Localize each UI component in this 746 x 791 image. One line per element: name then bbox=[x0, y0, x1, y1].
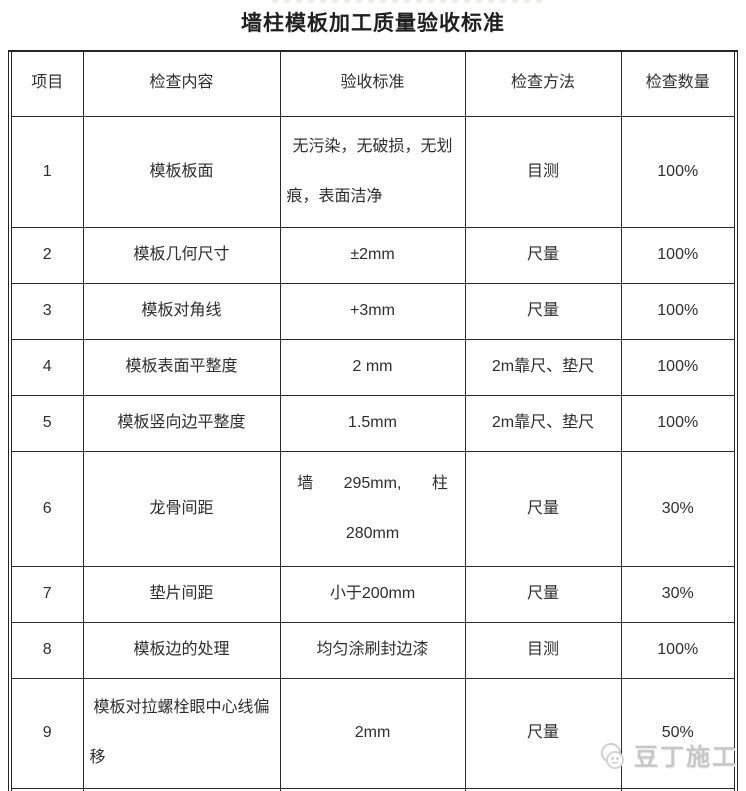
col-header-item: 项目 bbox=[12, 52, 84, 117]
cell-standard: 墙 295mm, 柱 280mm bbox=[279, 450, 466, 567]
cell-quantity: 100% bbox=[620, 226, 734, 284]
qa-table-outer-border: 项目 检查内容 验收标准 检查方法 检查数量 1 模板板面 无污染，无破损，无划… bbox=[8, 50, 738, 791]
cell-standard: 2mm bbox=[279, 677, 466, 789]
cell-content: 模板对角线 bbox=[82, 282, 281, 340]
cell-quantity: 100% bbox=[620, 621, 734, 679]
cell-standard: 均匀涂刷封边漆 bbox=[279, 621, 466, 679]
cell-quantity: 50% bbox=[620, 677, 734, 789]
page-title: 墙柱模板加工质量验收标准 bbox=[241, 12, 505, 35]
col-header-method: 检查方法 bbox=[464, 52, 622, 117]
scan-artifact bbox=[272, 0, 542, 3]
cell-standard: +3mm bbox=[279, 282, 466, 340]
cell-quantity: 100% bbox=[620, 394, 734, 452]
table-row-cutoff bbox=[12, 787, 734, 791]
cell-content: 模板几何尺寸 bbox=[82, 226, 281, 284]
cell-method: 尺量 bbox=[464, 565, 622, 623]
cell-method: 2m靠尺、垫尺 bbox=[464, 394, 622, 452]
table-header-row: 项目 检查内容 验收标准 检查方法 检查数量 bbox=[12, 52, 734, 117]
cell-content: 模板边的处理 bbox=[82, 621, 281, 679]
cell-quantity: 30% bbox=[620, 450, 734, 567]
cell-item: 6 bbox=[12, 450, 84, 567]
cell-content: 垫片间距 bbox=[82, 565, 281, 623]
qa-standards-table: 项目 检查内容 验收标准 检查方法 检查数量 1 模板板面 无污染，无破损，无划… bbox=[12, 52, 734, 791]
table-row: 4 模板表面平整度 2 mm 2m靠尺、垫尺 100% bbox=[12, 338, 734, 396]
col-header-quantity: 检查数量 bbox=[620, 52, 734, 117]
cell-method: 尺量 bbox=[464, 282, 622, 340]
cell-content: 模板表面平整度 bbox=[82, 338, 281, 396]
cell-quantity: 30% bbox=[620, 565, 734, 623]
cell-standard: 1.5mm bbox=[279, 394, 466, 452]
cell-content: 模板对拉螺栓眼中心线偏移 bbox=[82, 677, 281, 789]
cell-item: 7 bbox=[12, 565, 84, 623]
qa-table-inner-border: 项目 检查内容 验收标准 检查方法 检查数量 1 模板板面 无污染，无破损，无划… bbox=[11, 52, 735, 791]
cell-item: 8 bbox=[12, 621, 84, 679]
cell-standard: 小于200mm bbox=[279, 565, 466, 623]
cell-item: 4 bbox=[12, 338, 84, 396]
cell-standard: 无污染，无破损，无划痕，表面洁净 bbox=[279, 115, 466, 228]
table-row: 9 模板对拉螺栓眼中心线偏移 2mm 尺量 50% bbox=[12, 677, 734, 789]
col-header-standard: 验收标准 bbox=[279, 52, 466, 117]
cell-content: 模板板面 bbox=[82, 115, 281, 228]
cell-standard: 2 mm bbox=[279, 338, 466, 396]
cell-quantity: 100% bbox=[620, 282, 734, 340]
cell-item: 9 bbox=[12, 677, 84, 789]
cell-content: 龙骨间距 bbox=[82, 450, 281, 567]
table-row: 7 垫片间距 小于200mm 尺量 30% bbox=[12, 565, 734, 623]
cell-method: 尺量 bbox=[464, 677, 622, 789]
table-row: 1 模板板面 无污染，无破损，无划痕，表面洁净 目测 100% bbox=[12, 115, 734, 228]
cell-method: 目测 bbox=[464, 115, 622, 228]
cell-item: 1 bbox=[12, 115, 84, 228]
cell-method: 目测 bbox=[464, 621, 622, 679]
table-row: 3 模板对角线 +3mm 尺量 100% bbox=[12, 282, 734, 340]
cell-method: 尺量 bbox=[464, 226, 622, 284]
cell-quantity: 100% bbox=[620, 338, 734, 396]
table-row: 8 模板边的处理 均匀涂刷封边漆 目测 100% bbox=[12, 621, 734, 679]
cell-content: 模板竖向边平整度 bbox=[82, 394, 281, 452]
cell-quantity bbox=[620, 787, 734, 791]
cell-quantity: 100% bbox=[620, 115, 734, 228]
cell-item: 2 bbox=[12, 226, 84, 284]
cell-item: 5 bbox=[12, 394, 84, 452]
cell-method: 尺量 bbox=[464, 450, 622, 567]
table-row: 2 模板几何尺寸 ±2mm 尺量 100% bbox=[12, 226, 734, 284]
cell-standard: ±2mm bbox=[279, 226, 466, 284]
table-row: 5 模板竖向边平整度 1.5mm 2m靠尺、垫尺 100% bbox=[12, 394, 734, 452]
cell-method: 2m靠尺、垫尺 bbox=[464, 338, 622, 396]
cell-item: 3 bbox=[12, 282, 84, 340]
table-row: 6 龙骨间距 墙 295mm, 柱 280mm 尺量 30% bbox=[12, 450, 734, 567]
col-header-content: 检查内容 bbox=[82, 52, 281, 117]
